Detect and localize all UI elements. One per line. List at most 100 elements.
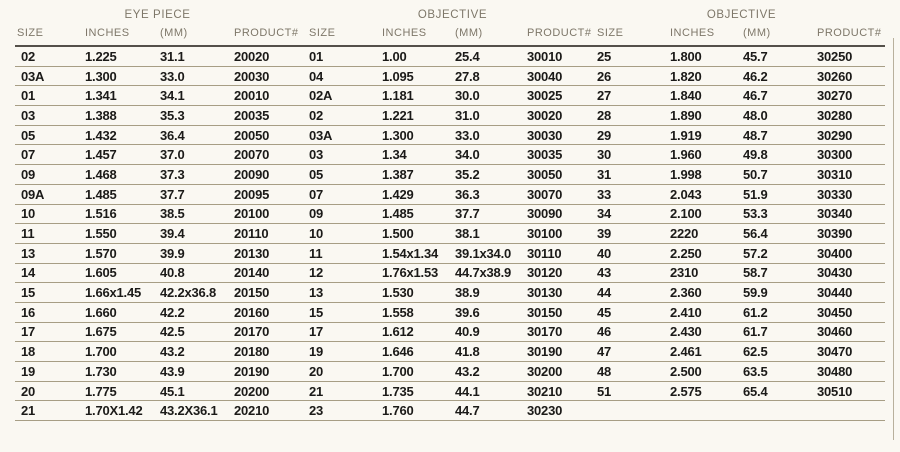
column-header-mm: (MM) bbox=[741, 24, 815, 47]
table-row: 07 1.457 37.0 20070 03 1.34 34.0 30035 30 1.960 49… bbox=[15, 144, 885, 166]
table-row: 21 1.70X1.42 43.2X36.1 20210 23 1.760 44.7 3023… bbox=[15, 400, 885, 422]
table-cell: 39.1x34.0 bbox=[453, 243, 525, 264]
group-label-objective-2: OBJECTIVE bbox=[706, 9, 777, 21]
table-cell: 1.66x1.45 bbox=[83, 282, 158, 303]
spacer bbox=[307, 6, 380, 24]
table-cell: 20130 bbox=[232, 243, 307, 264]
table-cell: 30050 bbox=[525, 164, 595, 185]
table-cell: 1.516 bbox=[83, 204, 158, 225]
table-cell: 30110 bbox=[525, 243, 595, 264]
table-cell: 1.800 bbox=[668, 46, 741, 67]
table-cell: 20170 bbox=[232, 322, 307, 343]
table-row: 17 1.675 42.5 20170 17 1.612 40.9 30170 46 2.430 6… bbox=[15, 322, 885, 343]
table-cell: 20210 bbox=[232, 400, 307, 422]
table-cell: 1.485 bbox=[83, 184, 158, 205]
table-row: 03 1.388 35.3 20035 02 1.221 31.0 30020 28 1.890 4… bbox=[15, 105, 885, 126]
table-cell: 30025 bbox=[525, 85, 595, 107]
table-cell: 44.1 bbox=[453, 381, 525, 402]
table-cell: 30250 bbox=[815, 46, 885, 67]
table-body: 02 1.225 31.1 20020 01 1.00 25.4 30010 25 1.800 45… bbox=[15, 46, 885, 422]
table-cell: 20095 bbox=[232, 184, 307, 205]
table-cell: 03 bbox=[15, 105, 83, 126]
table-cell: 30070 bbox=[525, 184, 595, 205]
table-cell: 20 bbox=[15, 381, 83, 402]
table-cell: 48.0 bbox=[741, 105, 815, 126]
table-cell: 19 bbox=[307, 341, 380, 362]
table-cell: 1.919 bbox=[668, 125, 741, 146]
table-cell: 20020 bbox=[232, 46, 307, 67]
table-cell: 02 bbox=[15, 46, 83, 67]
table-cell: 1.76x1.53 bbox=[380, 263, 453, 284]
table-cell: 37.7 bbox=[158, 184, 232, 205]
table-cell: 45.7 bbox=[741, 46, 815, 67]
group-label-eyepiece: EYE PIECE bbox=[124, 9, 191, 21]
table-cell: 2.360 bbox=[668, 282, 741, 303]
table-cell: 20180 bbox=[232, 341, 307, 362]
table-cell: 40.9 bbox=[453, 322, 525, 343]
table-cell: 23 bbox=[307, 400, 380, 422]
table-cell: 20050 bbox=[232, 125, 307, 146]
table-cell: 30030 bbox=[525, 125, 595, 146]
table-cell: 09 bbox=[15, 164, 83, 185]
table-cell: 1.775 bbox=[83, 381, 158, 402]
table-cell: 10 bbox=[307, 223, 380, 244]
table-cell bbox=[668, 400, 741, 422]
table-cell bbox=[815, 400, 885, 422]
table-cell: 1.760 bbox=[380, 400, 453, 422]
table-cell: 65.4 bbox=[741, 381, 815, 402]
table-cell: 2.410 bbox=[668, 302, 741, 323]
table-cell: 1.700 bbox=[380, 361, 453, 382]
table-cell: 1.00 bbox=[380, 46, 453, 67]
table-cell: 42.2x36.8 bbox=[158, 282, 232, 303]
table-cell: 47 bbox=[595, 341, 668, 362]
table-cell: 20200 bbox=[232, 381, 307, 402]
table-cell: 48.7 bbox=[741, 125, 815, 146]
table-row: 02 1.225 31.1 20020 01 1.00 25.4 30010 25 1.800 45… bbox=[15, 46, 885, 67]
table-cell: 30150 bbox=[525, 302, 595, 323]
table-cell: 1.500 bbox=[380, 223, 453, 244]
table-cell: 37.7 bbox=[453, 204, 525, 225]
table-cell: 56.4 bbox=[741, 223, 815, 244]
table-cell: 04 bbox=[307, 66, 380, 87]
table-cell: 43.2 bbox=[453, 361, 525, 382]
column-header-inches: INCHES bbox=[668, 24, 741, 47]
table-cell: 2220 bbox=[668, 223, 741, 244]
table-row: 05 1.432 36.4 20050 03A 1.300 33.0 30030 29 1.919… bbox=[15, 125, 885, 146]
table-cell: 44 bbox=[595, 282, 668, 303]
table-cell: 30.0 bbox=[453, 85, 525, 107]
table-cell: 05 bbox=[307, 164, 380, 185]
table-cell: 30100 bbox=[525, 223, 595, 244]
table-cell: 1.820 bbox=[668, 66, 741, 87]
table-cell: 35.2 bbox=[453, 164, 525, 185]
table-cell: 40.8 bbox=[158, 263, 232, 284]
table-cell: 20010 bbox=[232, 85, 307, 107]
table-cell: 46.7 bbox=[741, 85, 815, 107]
table-cell: 1.457 bbox=[83, 144, 158, 166]
table-cell: 45.1 bbox=[158, 381, 232, 402]
table-cell: 34.1 bbox=[158, 85, 232, 107]
table-cell: 30040 bbox=[525, 66, 595, 87]
column-header-size: SIZE bbox=[307, 24, 380, 47]
table-cell: 36.3 bbox=[453, 184, 525, 205]
table-cell: 13 bbox=[15, 243, 83, 264]
table-cell: 30200 bbox=[525, 361, 595, 382]
table-cell: 28 bbox=[595, 105, 668, 126]
table-cell: 09A bbox=[15, 184, 83, 205]
table-cell: 43.2 bbox=[158, 341, 232, 362]
table-cell: 30130 bbox=[525, 282, 595, 303]
table-cell: 2.461 bbox=[668, 341, 741, 362]
table-cell: 33.0 bbox=[453, 125, 525, 146]
table-cell: 25.4 bbox=[453, 46, 525, 67]
column-header-inches: INCHES bbox=[380, 24, 453, 47]
table-cell: 1.550 bbox=[83, 223, 158, 244]
table-cell: 59.9 bbox=[741, 282, 815, 303]
table-cell: 57.2 bbox=[741, 243, 815, 264]
table-cell: 1.530 bbox=[380, 282, 453, 303]
group-label-objective-1: OBJECTIVE bbox=[417, 9, 488, 21]
table-cell: 30280 bbox=[815, 105, 885, 126]
table-cell: 39.9 bbox=[158, 243, 232, 264]
table-cell: 42.2 bbox=[158, 302, 232, 323]
table-cell: 33 bbox=[595, 184, 668, 205]
table-row: 14 1.605 40.8 20140 12 1.76x1.53 44.7x38.9 3012… bbox=[15, 263, 885, 284]
table-cell: 1.998 bbox=[668, 164, 741, 185]
